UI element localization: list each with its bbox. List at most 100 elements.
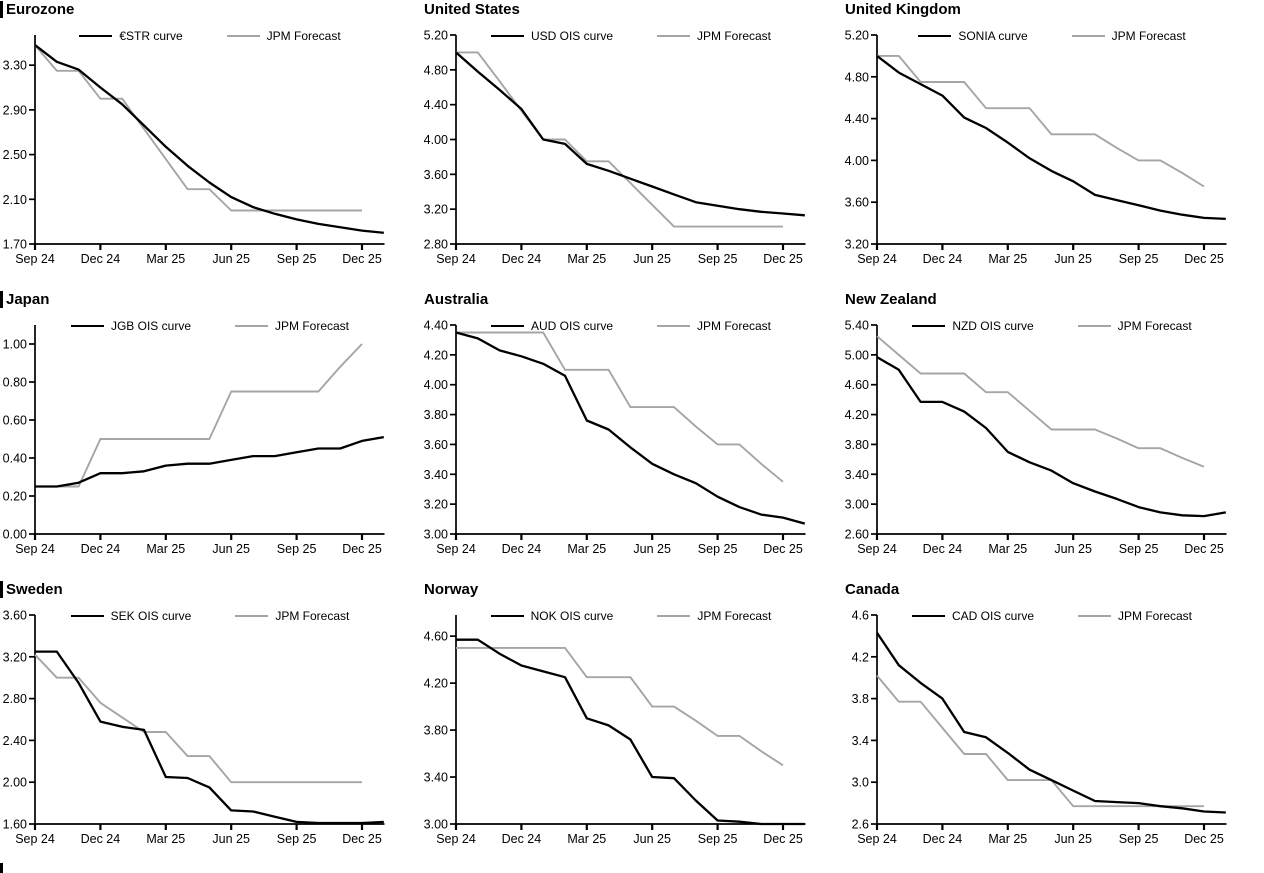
legend-item-forecast: JPM Forecast (657, 29, 771, 43)
legend-item-forecast: JPM Forecast (235, 609, 349, 623)
svg-text:Sep 25: Sep 25 (1119, 832, 1159, 846)
gray-line-swatch (657, 615, 691, 617)
chart-title-text: Sweden (6, 581, 63, 598)
black-line-swatch (912, 325, 946, 327)
chart-title: Japan (0, 291, 49, 308)
svg-text:2.80: 2.80 (424, 238, 448, 252)
svg-text:Sep 24: Sep 24 (15, 542, 55, 556)
svg-text:Dec 25: Dec 25 (763, 252, 803, 266)
legend: SONIA curve JPM Forecast (877, 29, 1227, 43)
svg-text:Dec 24: Dec 24 (923, 542, 963, 556)
chart-panel-canada: Canada CAD OIS curve JPM Forecast 2.6 3.0… (842, 580, 1264, 873)
gray-line-swatch (1071, 35, 1105, 37)
black-line-swatch (79, 35, 113, 37)
chart-title-text: Canada (845, 581, 900, 598)
svg-text:2.90: 2.90 (3, 103, 27, 117)
legend-item-curve: CAD OIS curve (911, 609, 1034, 623)
black-line-swatch (70, 325, 104, 327)
svg-text:Jun 25: Jun 25 (212, 252, 250, 266)
gray-line-swatch (235, 615, 269, 617)
svg-text:Sep 24: Sep 24 (436, 252, 476, 266)
legend-item-curve: JGB OIS curve (70, 319, 191, 333)
black-line-swatch (70, 615, 104, 617)
svg-text:Dec 25: Dec 25 (1184, 832, 1224, 846)
svg-text:Jun 25: Jun 25 (1054, 542, 1092, 556)
svg-text:Jun 25: Jun 25 (1054, 832, 1092, 846)
svg-text:Dec 24: Dec 24 (502, 832, 542, 846)
svg-text:Dec 24: Dec 24 (81, 832, 121, 846)
svg-text:3.60: 3.60 (845, 196, 869, 210)
legend-item-curve: SONIA curve (918, 29, 1028, 43)
svg-text:Mar 25: Mar 25 (567, 252, 606, 266)
legend: AUD OIS curve JPM Forecast (456, 319, 806, 333)
svg-text:3.40: 3.40 (424, 468, 448, 482)
line-chart-australia: 3.00 3.20 3.40 3.60 3.80 4.00 4.20 4.40 Sep 24 De… (424, 319, 806, 556)
chart-title: Australia (424, 291, 488, 308)
svg-text:4.40: 4.40 (424, 319, 448, 333)
legend: NZD OIS curve JPM Forecast (877, 319, 1227, 333)
svg-text:4.40: 4.40 (845, 112, 869, 126)
svg-text:Dec 25: Dec 25 (342, 832, 382, 846)
chart-title-text: Japan (6, 291, 50, 308)
svg-text:3.00: 3.00 (424, 528, 448, 542)
chart-title-text: New Zealand (845, 291, 937, 308)
svg-text:2.40: 2.40 (3, 734, 27, 748)
svg-text:5.20: 5.20 (845, 29, 869, 43)
svg-text:Sep 25: Sep 25 (1119, 252, 1159, 266)
gray-line-swatch (226, 35, 260, 37)
gray-line-swatch (235, 325, 268, 327)
chart-title: Norway (424, 581, 478, 598)
svg-text:Sep 25: Sep 25 (277, 252, 317, 266)
chart-title-text: United States (424, 1, 520, 18)
legend-item-curve: €STR curve (79, 29, 183, 43)
next-section-marker-bar (0, 863, 3, 873)
svg-text:Dec 24: Dec 24 (502, 542, 542, 556)
legend-item-forecast: JPM Forecast (1077, 319, 1192, 333)
svg-text:Jun 25: Jun 25 (633, 832, 671, 846)
svg-text:3.0: 3.0 (852, 776, 869, 790)
legend: USD OIS curve JPM Forecast (456, 29, 806, 43)
svg-text:4.20: 4.20 (845, 408, 869, 422)
svg-text:Dec 24: Dec 24 (923, 832, 963, 846)
line-chart-norway: 3.00 3.40 3.80 4.20 4.60 Sep 24 Dec 24 Mar 25 Ju… (424, 615, 806, 846)
chart-panel-norway: Norway NOK OIS curve JPM Forecast 3.00 3.… (421, 580, 842, 873)
svg-text:2.80: 2.80 (3, 692, 27, 706)
svg-text:3.80: 3.80 (424, 724, 448, 738)
legend: CAD OIS curve JPM Forecast (877, 609, 1227, 623)
svg-text:3.20: 3.20 (424, 498, 448, 512)
chart-title-text: United Kingdom (845, 1, 961, 18)
svg-text:Mar 25: Mar 25 (988, 542, 1027, 556)
chart-panel-eurozone: Eurozone €STR curve JPM Forecast 1.70 2.1… (0, 0, 421, 290)
svg-text:4.40: 4.40 (424, 98, 448, 112)
svg-text:2.00: 2.00 (3, 776, 27, 790)
black-line-swatch (490, 35, 524, 37)
legend: SEK OIS curve JPM Forecast (35, 609, 385, 623)
line-chart-eurozone: 1.70 2.10 2.50 2.90 3.30 Sep 24 Dec 24 Mar 25 Ju… (3, 35, 385, 266)
line-chart-canada: 2.6 3.0 3.4 3.8 4.2 4.6 Sep 24 Dec 24 Mar 25 Jun … (852, 609, 1227, 846)
svg-text:0.80: 0.80 (3, 376, 27, 390)
svg-text:3.60: 3.60 (3, 609, 27, 623)
svg-text:0.60: 0.60 (3, 414, 27, 428)
svg-text:3.40: 3.40 (845, 468, 869, 482)
svg-text:Sep 25: Sep 25 (277, 542, 317, 556)
svg-text:5.20: 5.20 (424, 29, 448, 43)
svg-text:4.80: 4.80 (424, 63, 448, 77)
svg-text:Mar 25: Mar 25 (567, 542, 606, 556)
svg-text:2.60: 2.60 (845, 528, 869, 542)
svg-text:3.20: 3.20 (3, 650, 27, 664)
chart-panel-united-kingdom: United Kingdom SONIA curve JPM Forecast … (842, 0, 1264, 290)
legend-item-curve: NZD OIS curve (912, 319, 1034, 333)
chart-panel-new-zealand: New Zealand NZD OIS curve JPM Forecast 2… (842, 290, 1264, 580)
svg-text:Dec 24: Dec 24 (81, 542, 121, 556)
chart-title: Canada (845, 581, 899, 598)
chart-title-text: Norway (424, 581, 479, 598)
chart-title-text: Australia (424, 291, 489, 308)
svg-text:3.30: 3.30 (3, 59, 27, 73)
svg-text:1.60: 1.60 (3, 818, 27, 832)
svg-text:Sep 25: Sep 25 (698, 542, 738, 556)
chart-panel-australia: Australia AUD OIS curve JPM Forecast 3.0… (421, 290, 842, 580)
svg-text:Mar 25: Mar 25 (567, 832, 606, 846)
svg-text:Sep 24: Sep 24 (15, 832, 55, 846)
